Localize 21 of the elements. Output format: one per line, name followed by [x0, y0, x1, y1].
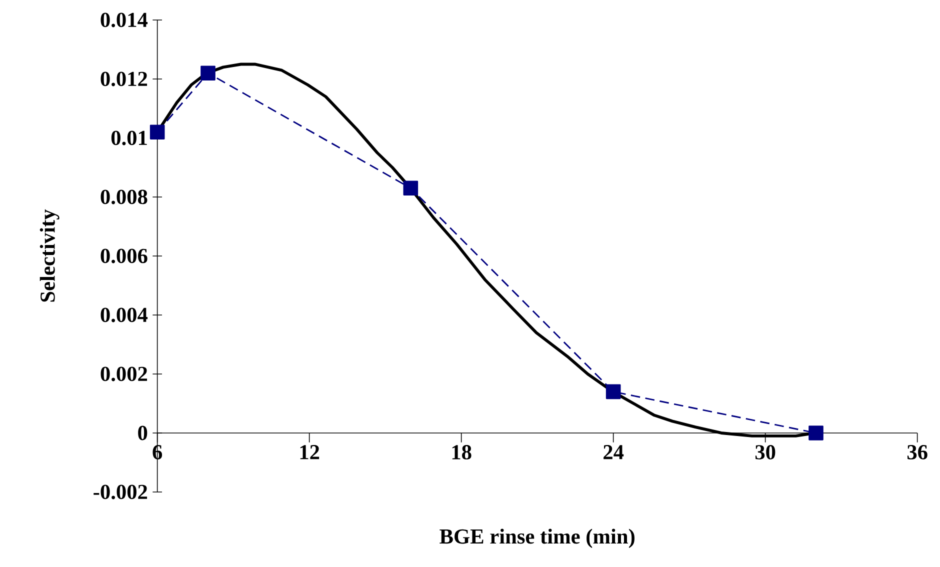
x-tick-label: 30 [755, 445, 776, 460]
y-tick-label: 0 [138, 426, 148, 440]
y-tick-label: 0.014 [100, 12, 148, 28]
y-tick-label: 0.006 [100, 248, 148, 264]
x-axis-title: BGE rinse time (min) [440, 528, 634, 548]
y-axis-title: Selectivity [40, 210, 60, 302]
x-tick-label: 18 [452, 445, 472, 460]
y-tick-label: 0.002 [100, 366, 148, 382]
y-tick-label: 0.004 [100, 308, 148, 322]
y-tick-label: -0.002 [94, 484, 148, 500]
point [403, 180, 418, 196]
y-tick-label: 0.008 [100, 190, 148, 204]
point [150, 124, 165, 140]
x-tick-label: 12 [300, 445, 320, 460]
x-tick-label: 36 [907, 445, 928, 460]
point [808, 426, 824, 441]
point [606, 384, 621, 400]
y-tick-label: 0.01 [111, 130, 147, 146]
y-tick-label: 0.012 [100, 72, 148, 86]
x-tick-label: 24 [604, 445, 624, 460]
point [200, 66, 216, 81]
